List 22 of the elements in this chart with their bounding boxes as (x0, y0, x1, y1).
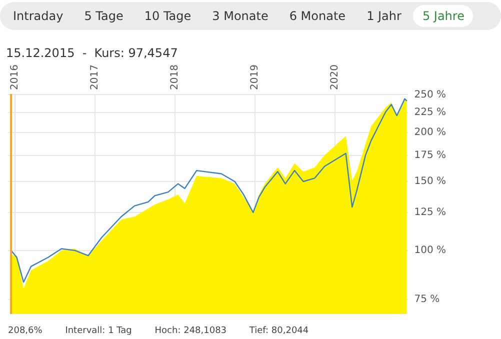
y-tick-label: 200 % (414, 127, 446, 138)
text: 1 Jahr (366, 8, 402, 25)
x-tick-label: 2019 (249, 64, 260, 90)
text: 10 Tage (143, 8, 192, 25)
y-tick-label: 75 % (414, 294, 440, 305)
y-tick-label: 225 % (414, 107, 446, 118)
text: 3 Monate (211, 8, 270, 25)
x-tick-label: 2020 (329, 64, 340, 90)
chart-title: 15.12.2015 - Kurs: 97,4547 (6, 46, 178, 60)
x-tick-label: 2018 (170, 64, 181, 90)
y-tick-label: 250 % (414, 89, 446, 100)
y-tick-label: 175 % (414, 150, 446, 161)
text: 5 Jahre (413, 5, 474, 27)
x-tick-label: 2017 (90, 64, 101, 90)
y-tick-label: 125 % (414, 207, 446, 218)
text: 208,6% Intervall: 1 Tag Hoch: 248,1083 Tief: 80,2044 (8, 326, 309, 336)
x-tick-label: 2016 (9, 64, 20, 90)
y-tick-label: 150 % (414, 176, 446, 188)
text: 6 Monate (288, 8, 347, 25)
text: 5 Tage (83, 8, 124, 25)
text: Intraday (12, 8, 64, 25)
y-tick-label: 100 % (414, 245, 446, 256)
